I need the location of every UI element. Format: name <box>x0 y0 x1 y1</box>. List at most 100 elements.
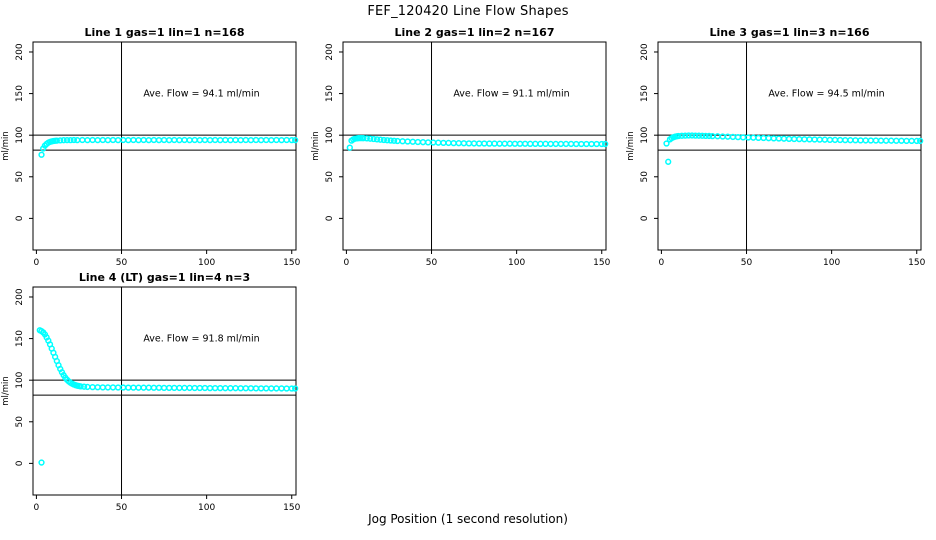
data-point <box>150 384 158 391</box>
data-point <box>201 384 209 392</box>
data-point <box>263 136 270 144</box>
data-point <box>916 137 924 145</box>
data-point <box>125 136 132 144</box>
data-point <box>898 137 905 144</box>
scatter-points <box>346 134 609 151</box>
data-point <box>780 135 788 142</box>
x-tick-label: 100 <box>198 503 215 513</box>
y-tick-label: 200 <box>325 43 335 60</box>
data-point <box>390 137 398 144</box>
data-point <box>496 140 503 147</box>
data-point <box>160 136 168 144</box>
data-point <box>232 136 239 144</box>
data-point <box>145 384 152 391</box>
data-point <box>796 135 803 143</box>
data-point <box>268 136 275 144</box>
y-tick-label: 200 <box>15 43 25 60</box>
data-point <box>801 136 808 143</box>
data-point <box>60 137 67 144</box>
data-point <box>109 136 117 144</box>
data-point <box>573 140 580 148</box>
data-point <box>857 137 864 144</box>
data-point <box>882 137 890 144</box>
data-point <box>745 134 752 141</box>
data-point <box>685 132 692 139</box>
plot-box <box>657 41 922 251</box>
data-point <box>196 136 203 144</box>
data-point <box>140 136 147 144</box>
data-point <box>775 135 783 142</box>
data-point <box>222 385 229 392</box>
data-point <box>450 139 457 147</box>
y-axis-name: ml/min <box>311 131 321 161</box>
data-point <box>38 459 45 466</box>
data-point <box>842 136 849 144</box>
data-point <box>166 136 173 144</box>
data-point <box>171 136 178 144</box>
data-point <box>140 384 147 391</box>
subplot-line4: Line 4 (LT) gas=1 lin=4 n=3 0 50 100 150 0 50 1… <box>0 271 312 519</box>
data-point <box>370 135 377 143</box>
data-point <box>206 384 214 392</box>
scatter-points <box>38 136 299 158</box>
y-tick-label: 100 <box>640 126 650 143</box>
plot-box <box>32 41 297 251</box>
data-point <box>94 384 101 391</box>
data-point <box>765 135 772 142</box>
x-tick-label: 50 <box>116 258 128 268</box>
data-point <box>750 134 757 141</box>
subplot-line4-canvas: Line 4 (LT) gas=1 lin=4 n=3 0 50 100 150 0 50 1… <box>1 271 301 513</box>
data-point <box>237 136 244 144</box>
data-point <box>84 383 91 391</box>
data-point <box>120 136 127 144</box>
data-point <box>38 151 45 158</box>
data-point <box>145 136 152 144</box>
data-point <box>537 140 544 147</box>
data-point <box>665 158 672 165</box>
data-point <box>455 140 462 147</box>
data-point <box>242 136 249 144</box>
data-point <box>70 136 78 144</box>
data-point <box>908 137 915 144</box>
data-point <box>67 136 74 144</box>
y-tick-label: 50 <box>15 416 25 428</box>
ave-flow-annotation: Ave. Flow = 91.1 ml/min <box>453 89 569 100</box>
y-tick-label: 0 <box>15 215 25 221</box>
x-tick-label: 150 <box>908 258 925 268</box>
data-point <box>877 137 885 144</box>
data-point <box>419 139 427 146</box>
data-point <box>80 383 88 390</box>
data-point <box>288 385 295 392</box>
data-point <box>682 132 689 139</box>
data-point <box>709 132 716 140</box>
x-tick-label: 0 <box>659 258 665 268</box>
subplot-title: Line 2 gas=1 lin=2 n=167 <box>394 28 554 39</box>
data-point <box>186 136 193 144</box>
data-point <box>491 140 498 147</box>
data-point <box>888 137 895 144</box>
data-point <box>702 132 709 139</box>
data-point <box>867 137 874 144</box>
x-tick-label: 0 <box>34 503 40 513</box>
data-point <box>99 136 106 144</box>
data-point <box>675 132 682 140</box>
subplot-line2: Line 2 gas=1 lin=2 n=167 0 50 100 150 0 50 100 1… <box>310 26 622 274</box>
data-point <box>588 140 595 148</box>
data-point <box>120 384 127 391</box>
x-tick-label: 150 <box>283 258 300 268</box>
data-point <box>171 384 178 391</box>
data-point <box>598 140 605 148</box>
data-point <box>176 136 183 144</box>
data-point <box>99 384 106 391</box>
data-point <box>552 140 559 148</box>
y-tick-label: 50 <box>15 171 25 183</box>
data-point <box>181 384 188 392</box>
x-axis-label: Jog Position (1 second resolution) <box>368 512 568 526</box>
y-axis-name: ml/min <box>626 131 636 161</box>
data-point <box>94 136 101 144</box>
data-point <box>130 136 137 144</box>
data-point <box>191 384 198 392</box>
data-point <box>283 385 290 392</box>
data-point <box>217 136 224 144</box>
data-point <box>360 135 367 142</box>
